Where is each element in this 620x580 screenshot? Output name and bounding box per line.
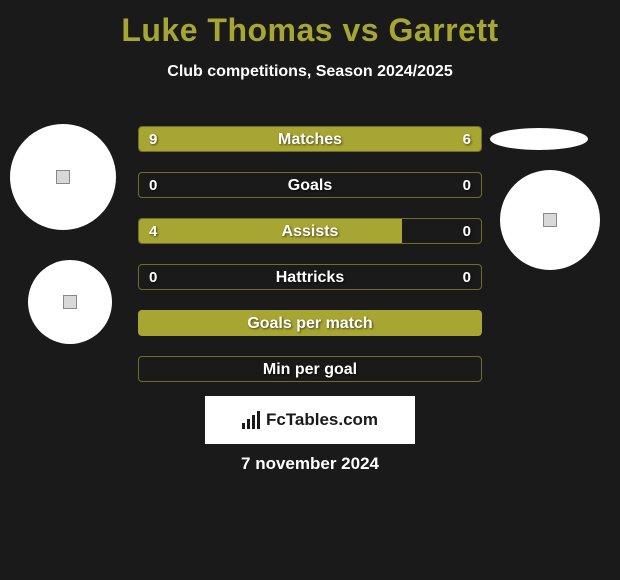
player-right-avatar <box>500 170 600 270</box>
stat-row: Min per goal <box>138 356 482 382</box>
player-left-avatar-2 <box>28 260 112 344</box>
stat-label: Goals per match <box>139 311 481 336</box>
stat-label: Assists <box>139 219 481 244</box>
stat-label: Min per goal <box>139 357 481 382</box>
stat-row: 96Matches <box>138 126 482 152</box>
image-placeholder-icon <box>63 295 77 309</box>
footer-branding: FcTables.com <box>205 396 415 444</box>
stat-bars: 96Matches 00Goals 40Assists 00Hattricks Goal… <box>138 126 482 402</box>
player-left-avatar-1 <box>10 124 116 230</box>
decorative-ellipse <box>490 128 588 150</box>
stat-row: Goals per match <box>138 310 482 336</box>
page-title: Luke Thomas vs Garrett <box>0 0 620 49</box>
stat-row: 40Assists <box>138 218 482 244</box>
date-label: 7 november 2024 <box>0 454 620 474</box>
footer-text: FcTables.com <box>266 410 378 430</box>
stat-label: Goals <box>139 173 481 198</box>
stat-label: Hattricks <box>139 265 481 290</box>
fctables-icon <box>242 411 260 429</box>
stat-row: 00Goals <box>138 172 482 198</box>
stat-label: Matches <box>139 127 481 152</box>
page-subtitle: Club competitions, Season 2024/2025 <box>0 63 620 81</box>
image-placeholder-icon <box>543 213 557 227</box>
stat-row: 00Hattricks <box>138 264 482 290</box>
image-placeholder-icon <box>56 170 70 184</box>
